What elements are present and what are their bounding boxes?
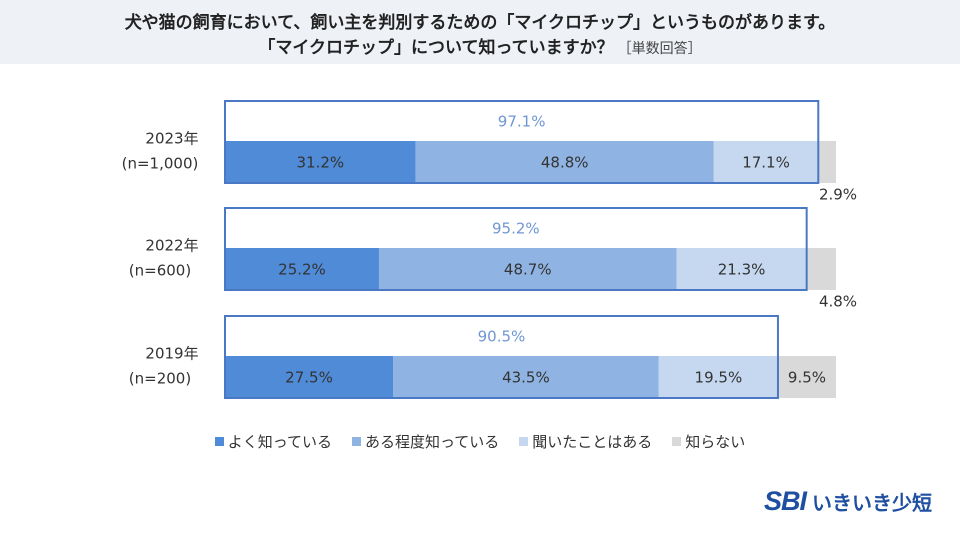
bar-segment-unknown (806, 248, 836, 290)
bar-segment-well-known (225, 248, 379, 290)
bar-segment-heard-of (658, 356, 778, 398)
category-label-n: (n=600) (129, 262, 191, 280)
category-label-year: 2022年 (145, 237, 198, 255)
legend-label: 知らない (685, 433, 746, 451)
legend-label: よく知っている (227, 433, 332, 451)
bar-segment-somewhat-known (415, 141, 714, 183)
question-text: 「マイクロチップ」について知っていますか？ (258, 38, 614, 58)
bar-segment-unknown (818, 141, 836, 183)
data-label-heard-of: 19.5% (695, 369, 743, 387)
sbi-logo-mark: SBI (763, 486, 807, 516)
question-line-1: 犬や猫の飼育において、飼い主を判別するための「マイクロチップ」というものがありま… (124, 13, 836, 33)
known-total-label: 90.5% (478, 328, 526, 346)
legend-swatch (351, 437, 361, 446)
data-label-somewhat-known: 43.5% (502, 369, 550, 387)
legend-swatch (214, 437, 224, 446)
question-line-2: 「マイクロチップ」について知っていますか？ ［単数回答］ (0, 33, 960, 58)
data-label-unknown: 9.5% (788, 369, 826, 387)
known-total-box (224, 315, 779, 399)
brand-logo: SBI いきいき少短 (764, 486, 932, 517)
known-total-label: 97.1% (498, 113, 546, 131)
legend-swatch (672, 437, 682, 446)
legend-item-heard-of: 聞いたことはある (519, 431, 652, 452)
data-label-well-known: 31.2% (296, 154, 344, 172)
data-label-heard-of: 17.1% (742, 154, 790, 172)
bar-segment-well-known (225, 141, 416, 183)
data-label-unknown: 2.9% (819, 186, 857, 204)
bar-segment-unknown (777, 356, 836, 398)
category-label-year: 2019年 (145, 345, 198, 363)
category-label-n: (n=1,000) (122, 155, 199, 173)
known-total-box (224, 207, 808, 291)
legend-item-somewhat-known: ある程度知っている (351, 431, 500, 452)
known-total-label: 95.2% (492, 220, 540, 238)
bar-segment-heard-of (676, 248, 807, 290)
bar-segment-well-known (225, 356, 394, 398)
legend-item-well-known: よく知っている (214, 431, 332, 452)
data-label-somewhat-known: 48.8% (541, 154, 589, 172)
data-label-well-known: 25.2% (278, 261, 326, 279)
brand-name: いきいき少短 (812, 491, 932, 515)
data-label-somewhat-known: 48.7% (504, 261, 552, 279)
legend-label: ある程度知っている (364, 433, 500, 451)
legend-label: 聞いたことはある (532, 433, 653, 451)
bar-segment-somewhat-known (378, 248, 677, 290)
data-label-heard-of: 21.3% (718, 261, 766, 279)
category-label-year: 2023年 (145, 130, 198, 148)
legend-item-unknown: 知らない (672, 431, 745, 452)
legend: よく知っている ある程度知っている 聞いたことはある 知らない (0, 431, 960, 452)
legend-swatch (519, 437, 529, 446)
known-total-box (224, 100, 820, 184)
bar-segment-somewhat-known (393, 356, 659, 398)
category-label-n: (n=200) (129, 370, 191, 388)
bar-segment-heard-of (713, 141, 819, 183)
header-banner: 犬や猫の飼育において、飼い主を判別するための「マイクロチップ」というものがありま… (0, 0, 960, 64)
data-label-well-known: 27.5% (285, 369, 333, 387)
data-label-unknown: 4.8% (819, 293, 857, 311)
answer-type-note: ［単数回答］ (617, 41, 702, 57)
